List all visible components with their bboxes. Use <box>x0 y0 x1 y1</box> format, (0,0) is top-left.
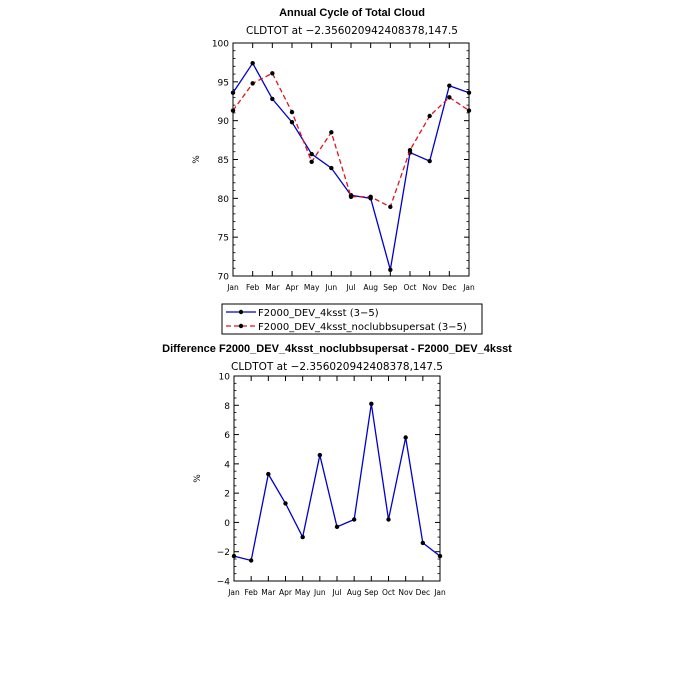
chart2-plot: −4 −2 0 2 4 6 8 10 Jan Feb Mar Apr May Jun Jul Aug Sep Oc… <box>193 373 446 598</box>
data-point <box>348 194 354 199</box>
y-tick-label: −4 <box>217 578 231 588</box>
y-tick-label: 85 <box>218 156 229 166</box>
data-point <box>407 147 413 153</box>
x-tick-label: Dec <box>442 283 457 292</box>
x-tick-label: Dec <box>416 588 431 597</box>
data-point <box>317 452 323 458</box>
y-tick-label: 80 <box>218 195 230 205</box>
y-tick-label: 90 <box>218 117 230 127</box>
series-line-1 <box>233 403 441 562</box>
data-point <box>309 159 314 165</box>
data-point <box>420 540 426 546</box>
x-tick-label: Jun <box>313 588 326 597</box>
data-point <box>250 60 255 66</box>
data-point <box>283 501 288 506</box>
legend-label-series1: F2000_DEV_4ksst (3−5) <box>258 308 379 319</box>
x-tick-label: Feb <box>246 283 260 292</box>
x-tick-label: Jul <box>331 588 341 597</box>
x-tick-label: Jan <box>433 588 446 597</box>
y-tick-label: 75 <box>218 234 229 244</box>
y-tick-label: 2 <box>224 490 230 500</box>
y-tick-label: 4 <box>224 460 230 470</box>
data-point <box>289 109 295 115</box>
data-point <box>334 524 340 530</box>
x-tick-label: Apr <box>286 283 300 292</box>
data-point <box>403 435 408 440</box>
chart2-title: Difference F2000_DEV_4ksst_noclubbsupers… <box>162 343 512 355</box>
data-point <box>300 534 305 540</box>
data-point <box>270 71 275 76</box>
x-tick-label: Jan <box>462 283 475 292</box>
data-point <box>368 194 373 199</box>
data-point <box>386 517 391 522</box>
data-point <box>309 151 314 157</box>
chart2-subtitle: CLDTOT at −2.356020942408378,147.5 <box>231 361 443 373</box>
data-point <box>248 558 254 563</box>
y-tick-label: −2 <box>217 548 230 558</box>
x-tick-label: Jan <box>227 588 240 597</box>
legend-box <box>221 303 483 335</box>
x-tick-label: Jul <box>345 283 355 292</box>
data-point <box>230 90 236 95</box>
data-point <box>427 158 432 164</box>
x-tick-label: Mar <box>261 588 276 597</box>
x-tick-label: Feb <box>245 588 259 597</box>
x-tick-label: Nov <box>398 588 413 597</box>
x-tick-label: Nov <box>422 283 437 292</box>
x-tick-label: Oct <box>404 283 417 292</box>
plot-frame <box>233 375 441 582</box>
chart1-subtitle: CLDTOT at −2.356020942408378,147.5 <box>246 25 458 37</box>
data-point <box>270 96 275 102</box>
x-tick-label: Jun <box>324 283 337 292</box>
x-tick-label: Mar <box>265 283 280 292</box>
y-tick-label: 10 <box>219 373 231 383</box>
legend-marker-series2 <box>238 323 244 329</box>
y-tick-label: 8 <box>224 402 230 412</box>
chart1-legend: F2000_DEV_4ksst (3−5) F2000_DEV_4ksst_no… <box>221 303 483 335</box>
y-tick-label: 70 <box>218 273 230 283</box>
x-tick-label: Sep <box>383 283 397 292</box>
data-point <box>369 401 374 407</box>
data-point <box>230 108 236 113</box>
y-tick-label: 6 <box>224 431 230 441</box>
data-point <box>388 204 393 210</box>
data-point <box>427 113 432 119</box>
y-axis-label: % <box>192 155 202 164</box>
data-point <box>266 471 271 477</box>
data-point <box>447 95 452 100</box>
x-tick-label: Aug <box>363 283 378 292</box>
data-point <box>437 553 443 559</box>
x-tick-label: Aug <box>347 588 362 597</box>
data-point <box>329 165 334 171</box>
y-tick-label: 0 <box>224 519 230 529</box>
data-point <box>466 90 472 95</box>
data-point <box>447 83 452 88</box>
x-tick-label: May <box>295 588 311 597</box>
data-point <box>388 267 393 272</box>
legend-label-series2: F2000_DEV_4ksst_noclubbsupersat (3−5) <box>258 322 467 333</box>
chart1-title: Annual Cycle of Total Cloud <box>279 7 425 19</box>
x-tick-label: Jan <box>226 283 239 292</box>
data-point <box>231 553 237 559</box>
y-tick-label: 95 <box>218 78 229 88</box>
plot-frame <box>232 42 470 277</box>
chart1-plot: 70 75 80 85 90 95 100 Jan Feb Mar Apr May Jun Jul Aug S… <box>192 40 475 293</box>
data-point <box>289 120 295 125</box>
data-point <box>329 130 334 135</box>
data-point <box>466 108 472 113</box>
legend-marker-series1 <box>238 309 244 315</box>
data-point <box>250 81 255 86</box>
series-line-2 <box>232 72 470 208</box>
series-line-1 <box>232 61 470 270</box>
y-axis-label: % <box>193 474 203 483</box>
data-point <box>351 517 357 522</box>
y-tick-label: 100 <box>212 40 229 50</box>
x-tick-label: Sep <box>364 588 378 597</box>
x-tick-label: Oct <box>382 588 395 597</box>
x-tick-label: Apr <box>279 588 293 597</box>
x-tick-label: May <box>304 283 320 292</box>
